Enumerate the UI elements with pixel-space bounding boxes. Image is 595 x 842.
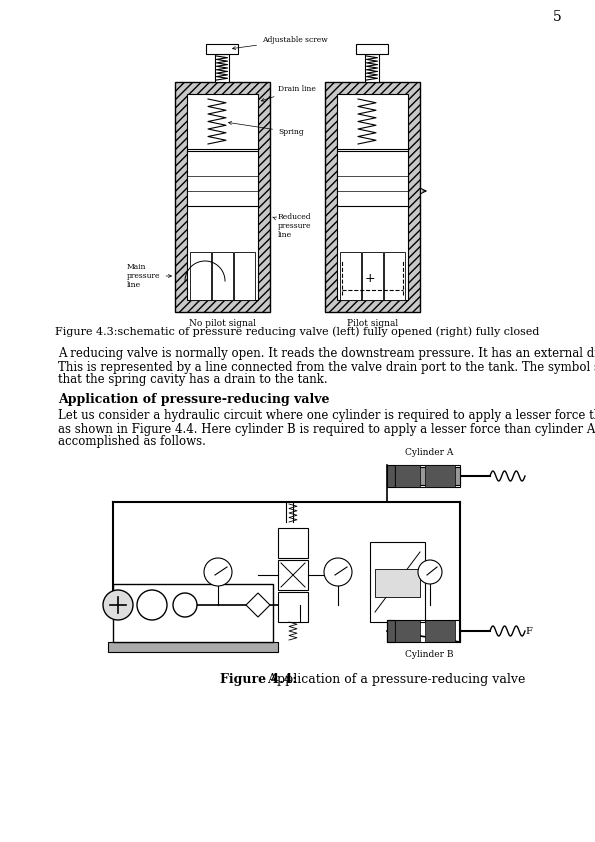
- Bar: [387, 465, 395, 487]
- Bar: [234, 252, 255, 300]
- Circle shape: [103, 590, 133, 620]
- Text: Adjustable screw: Adjustable screw: [233, 36, 328, 50]
- Bar: [108, 642, 278, 652]
- Bar: [325, 82, 420, 312]
- Text: A reducing valve is normally open. It reads the downstream pressure. It has an e: A reducing valve is normally open. It re…: [58, 348, 595, 360]
- Bar: [370, 542, 425, 622]
- Bar: [395, 467, 460, 485]
- Text: Let us consider a hydraulic circuit where one cylinder is required to apply a le: Let us consider a hydraulic circuit wher…: [58, 409, 595, 423]
- Text: Pilot signal: Pilot signal: [347, 319, 398, 328]
- Bar: [387, 620, 460, 642]
- Bar: [113, 584, 273, 642]
- Bar: [362, 252, 383, 300]
- Bar: [425, 620, 455, 642]
- Bar: [387, 620, 395, 642]
- Text: Main
pressure
line: Main pressure line: [127, 263, 171, 289]
- Bar: [425, 465, 455, 487]
- Bar: [187, 94, 258, 149]
- Bar: [187, 127, 258, 300]
- Bar: [190, 252, 211, 300]
- Text: accomplished as follows.: accomplished as follows.: [58, 435, 206, 449]
- Circle shape: [324, 558, 352, 586]
- Text: as shown in Figure 4.4. Here cylinder B is required to apply a lesser force than: as shown in Figure 4.4. Here cylinder B …: [58, 423, 595, 435]
- Bar: [365, 54, 379, 82]
- Bar: [340, 252, 361, 300]
- Bar: [395, 465, 420, 487]
- Circle shape: [204, 558, 232, 586]
- Text: Figure 4.4:: Figure 4.4:: [220, 674, 297, 686]
- Text: Spring: Spring: [228, 121, 304, 136]
- Text: This is represented by a line connected from the valve drain port to the tank. T: This is represented by a line connected …: [58, 360, 595, 374]
- Bar: [337, 127, 408, 300]
- Text: Application of pressure-reducing valve: Application of pressure-reducing valve: [58, 392, 330, 406]
- Bar: [375, 569, 420, 597]
- Bar: [175, 82, 270, 312]
- Bar: [384, 252, 405, 300]
- Text: +: +: [365, 271, 375, 285]
- Text: Application of a pressure-reducing valve: Application of a pressure-reducing valve: [264, 674, 525, 686]
- Text: Cylinder B: Cylinder B: [405, 650, 453, 659]
- Text: Reduced
pressure
line: Reduced pressure line: [273, 213, 312, 239]
- Polygon shape: [246, 593, 270, 617]
- Text: No pilot signal: No pilot signal: [189, 319, 256, 328]
- Circle shape: [137, 590, 167, 620]
- Bar: [395, 620, 420, 642]
- Bar: [212, 252, 233, 300]
- Circle shape: [418, 560, 442, 584]
- Bar: [278, 592, 308, 622]
- Text: Figure 4.3:schematic of pressure reducing valve (left) fully opened (right) full: Figure 4.3:schematic of pressure reducin…: [55, 327, 539, 338]
- Bar: [215, 54, 229, 82]
- Circle shape: [173, 593, 197, 617]
- Text: 5: 5: [553, 10, 561, 24]
- Text: that the spring cavity has a drain to the tank.: that the spring cavity has a drain to th…: [58, 374, 328, 386]
- Bar: [356, 44, 388, 54]
- Bar: [206, 44, 238, 54]
- Bar: [278, 560, 308, 590]
- Bar: [337, 151, 408, 206]
- Text: Cylinder A: Cylinder A: [405, 448, 453, 457]
- Bar: [395, 465, 460, 487]
- Bar: [278, 528, 308, 558]
- Text: Drain line: Drain line: [261, 85, 316, 101]
- Bar: [187, 151, 258, 206]
- Text: F: F: [525, 626, 532, 636]
- Bar: [337, 94, 408, 149]
